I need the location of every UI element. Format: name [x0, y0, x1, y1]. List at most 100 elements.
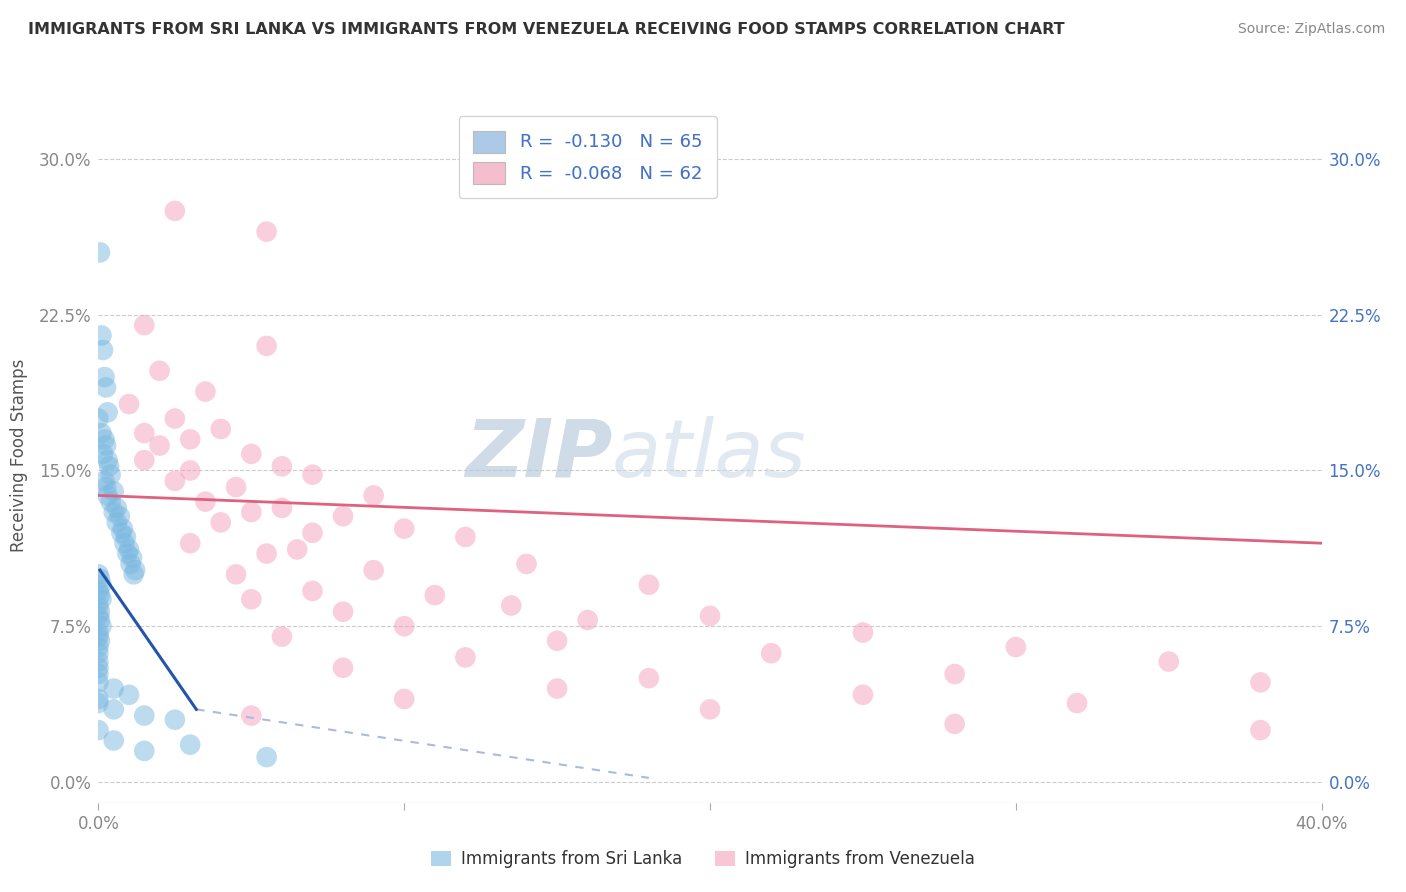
Point: [94, 380, 117, 394]
Text: atlas: atlas: [612, 416, 807, 494]
Point: [89, 572, 111, 586]
Point: [516, 557, 538, 571]
Point: [91, 447, 114, 461]
Point: [94, 439, 117, 453]
Point: [90, 592, 112, 607]
Legend: Immigrants from Sri Lanka, Immigrants from Venezuela: Immigrants from Sri Lanka, Immigrants fr…: [425, 844, 981, 875]
Point: [1157, 655, 1180, 669]
Point: [87, 584, 110, 599]
Point: [93, 370, 115, 384]
Point: [363, 563, 385, 577]
Point: [87, 599, 110, 613]
Point: [90, 328, 112, 343]
Point: [332, 605, 354, 619]
Point: [134, 708, 156, 723]
Point: [120, 557, 142, 571]
Point: [90, 426, 112, 441]
Point: [546, 681, 568, 696]
Point: [546, 633, 568, 648]
Point: [87, 608, 110, 623]
Point: [87, 630, 110, 644]
Point: [98, 459, 121, 474]
Point: [301, 584, 323, 599]
Point: [256, 547, 278, 561]
Point: [87, 696, 110, 710]
Point: [332, 509, 354, 524]
Point: [87, 567, 110, 582]
Point: [179, 738, 201, 752]
Point: [149, 439, 172, 453]
Point: [100, 494, 122, 508]
Point: [118, 397, 141, 411]
Point: [89, 633, 111, 648]
Point: [240, 708, 263, 723]
Point: [122, 567, 145, 582]
Point: [87, 723, 110, 738]
Point: [112, 536, 135, 550]
Point: [852, 625, 875, 640]
Point: [93, 474, 115, 488]
Point: [363, 488, 385, 502]
Point: [89, 245, 111, 260]
Point: [1250, 723, 1272, 738]
Point: [134, 744, 156, 758]
Y-axis label: Receiving Food Stamps: Receiving Food Stamps: [10, 359, 28, 551]
Point: [103, 681, 125, 696]
Point: [103, 505, 125, 519]
Point: [454, 530, 477, 544]
Point: [87, 661, 110, 675]
Point: [115, 530, 138, 544]
Point: [761, 646, 783, 660]
Point: [93, 433, 115, 447]
Point: [301, 467, 323, 482]
Point: [105, 500, 128, 515]
Point: [121, 550, 143, 565]
Point: [270, 500, 294, 515]
Point: [943, 667, 966, 681]
Point: [90, 619, 112, 633]
Point: [699, 702, 721, 716]
Point: [90, 578, 112, 592]
Point: [87, 625, 110, 640]
Point: [87, 667, 110, 681]
Point: [87, 640, 110, 654]
Point: [194, 494, 217, 508]
Text: Source: ZipAtlas.com: Source: ZipAtlas.com: [1237, 22, 1385, 37]
Point: [103, 484, 125, 499]
Point: [852, 688, 875, 702]
Point: [89, 613, 111, 627]
Point: [209, 516, 232, 530]
Point: [454, 650, 477, 665]
Legend: R =  -0.130   N = 65, R =  -0.068   N = 62: R = -0.130 N = 65, R = -0.068 N = 62: [458, 116, 717, 198]
Point: [163, 203, 186, 218]
Point: [256, 750, 278, 764]
Point: [194, 384, 217, 399]
Point: [301, 525, 323, 540]
Point: [118, 542, 141, 557]
Point: [108, 509, 131, 524]
Point: [163, 713, 186, 727]
Point: [332, 661, 354, 675]
Point: [392, 619, 416, 633]
Point: [97, 488, 120, 502]
Point: [179, 433, 201, 447]
Point: [1066, 696, 1088, 710]
Point: [256, 225, 278, 239]
Point: [240, 505, 263, 519]
Point: [638, 671, 661, 685]
Point: [699, 608, 721, 623]
Point: [103, 702, 125, 716]
Point: [256, 339, 278, 353]
Point: [94, 480, 117, 494]
Point: [134, 426, 156, 441]
Point: [423, 588, 446, 602]
Text: IMMIGRANTS FROM SRI LANKA VS IMMIGRANTS FROM VENEZUELA RECEIVING FOOD STAMPS COR: IMMIGRANTS FROM SRI LANKA VS IMMIGRANTS …: [28, 22, 1064, 37]
Point: [124, 563, 146, 577]
Point: [392, 692, 416, 706]
Point: [1004, 640, 1026, 654]
Point: [105, 516, 128, 530]
Point: [163, 474, 186, 488]
Text: ZIP: ZIP: [465, 416, 612, 494]
Point: [111, 522, 134, 536]
Point: [117, 547, 139, 561]
